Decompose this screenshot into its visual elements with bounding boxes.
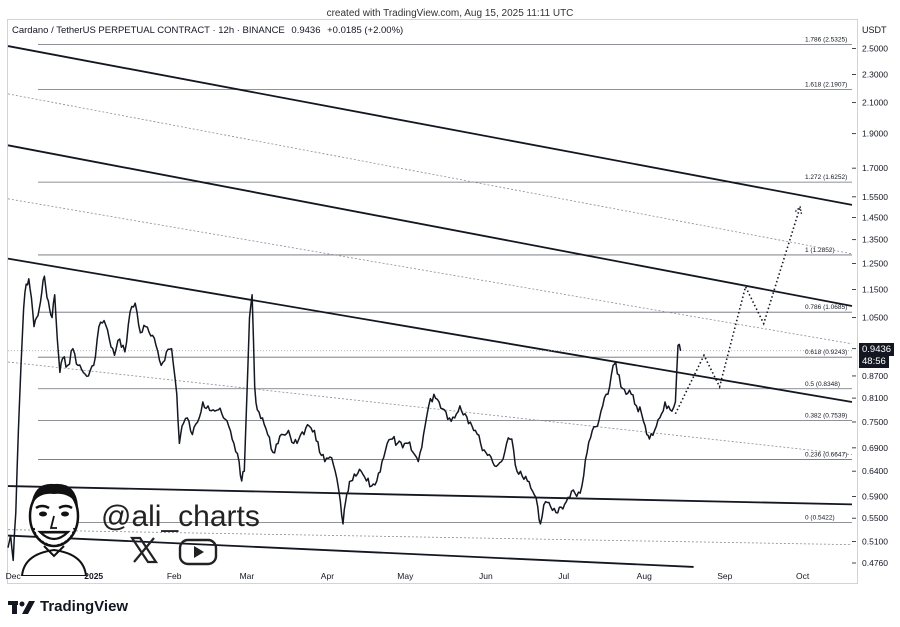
y-tick-label: 1.3500 xyxy=(862,235,888,245)
x-tick-label: Jul xyxy=(558,571,569,581)
fib-level-label: 0 (0.5422) xyxy=(805,515,835,522)
x-tick-label: Mar xyxy=(240,571,255,581)
tradingview-logo-icon xyxy=(8,600,35,614)
y-tick-label: 1.7000 xyxy=(862,163,888,173)
currency-label: USDT xyxy=(862,25,887,35)
fib-level-label: 1 (1.2852) xyxy=(805,247,835,254)
channel-dotted-line xyxy=(7,198,853,345)
channel-dotted-line xyxy=(7,93,853,255)
watermark-text: TradingView xyxy=(40,598,129,615)
x-tick-label: May xyxy=(397,571,414,581)
y-tick-label: 0.5500 xyxy=(862,513,888,523)
youtube-icon[interactable] xyxy=(178,538,218,566)
channel-solid-line xyxy=(7,45,853,206)
fib-level-label: 0.236 (0.6647) xyxy=(805,451,847,458)
y-tick-label: 0.5100 xyxy=(862,537,888,547)
channel-solid-line xyxy=(7,534,694,568)
y-tick-label: 1.1500 xyxy=(862,284,888,294)
y-tick-label: 2.1000 xyxy=(862,98,888,108)
fib-level-label: 0.382 (0.7539) xyxy=(805,412,847,419)
y-tick-label: 0.5900 xyxy=(862,491,888,501)
created-note: created with TradingView.com, Aug 15, 20… xyxy=(326,8,574,19)
y-tick-label: 1.5500 xyxy=(862,192,888,202)
projection-arrowhead xyxy=(794,205,803,214)
x-tick-label: Apr xyxy=(321,571,334,581)
y-tick-label: 0.8700 xyxy=(862,371,888,381)
bar-countdown-tag: 48:56 xyxy=(859,354,889,368)
chart-legend: Cardano / TetherUS PERPETUAL CONTRACT · … xyxy=(12,25,403,36)
author-handle: @ali_charts xyxy=(101,500,260,533)
channel-dotted-line xyxy=(7,529,853,546)
y-tick-label: 1.9000 xyxy=(862,129,888,139)
channel-solid-line xyxy=(7,144,853,307)
fib-level-label: 0.786 (1.0685) xyxy=(805,304,847,311)
avatar xyxy=(20,483,88,576)
y-tick-label: 0.6900 xyxy=(862,443,888,453)
x-tick-label: Jun xyxy=(479,571,493,581)
fib-level-label: 1.618 (2.1907) xyxy=(805,82,847,89)
y-tick-label: 0.6400 xyxy=(862,466,888,476)
y-tick-label: 0.7500 xyxy=(862,417,888,427)
x-tick-label: Aug xyxy=(637,571,652,581)
x-tick-label: 2025 xyxy=(84,571,103,581)
x-tick-label: Oct xyxy=(796,571,810,581)
y-tick-label: 2.3000 xyxy=(862,69,888,79)
x-tick-label: Sep xyxy=(717,571,732,581)
fib-level-label: 0.5 (0.8348) xyxy=(805,381,840,388)
y-tick-label: 1.4500 xyxy=(862,213,888,223)
x-tick-label: Dec xyxy=(6,571,22,581)
channel-solid-line xyxy=(7,257,853,403)
fib-level-label: 0.618 (0.9243) xyxy=(805,349,847,356)
fib-level-label: 1.272 (1.6252) xyxy=(805,174,847,181)
last-price-tag: 0.9436 xyxy=(859,342,895,356)
projection-path xyxy=(674,206,801,415)
tradingview-watermark: TradingView xyxy=(8,598,128,615)
y-tick-label: 0.4760 xyxy=(862,558,888,568)
y-tick-label: 1.2500 xyxy=(862,259,888,269)
x-logo-icon[interactable] xyxy=(128,536,160,564)
y-tick-label: 2.5000 xyxy=(862,44,888,54)
price-change: +0.0185 (+2.00%) xyxy=(327,25,404,36)
last-price: 0.9436 xyxy=(291,25,321,36)
channel-dotted-line xyxy=(7,361,853,456)
x-tick-label: Feb xyxy=(167,571,182,581)
channel-solid-line xyxy=(7,485,853,506)
y-tick-label: 1.0500 xyxy=(862,313,888,323)
fib-level-label: 1.786 (2.5325) xyxy=(805,37,847,44)
price-series-line xyxy=(7,275,682,562)
y-tick-label: 0.8100 xyxy=(862,393,888,403)
symbol-title: Cardano / TetherUS PERPETUAL CONTRACT · … xyxy=(12,25,285,36)
